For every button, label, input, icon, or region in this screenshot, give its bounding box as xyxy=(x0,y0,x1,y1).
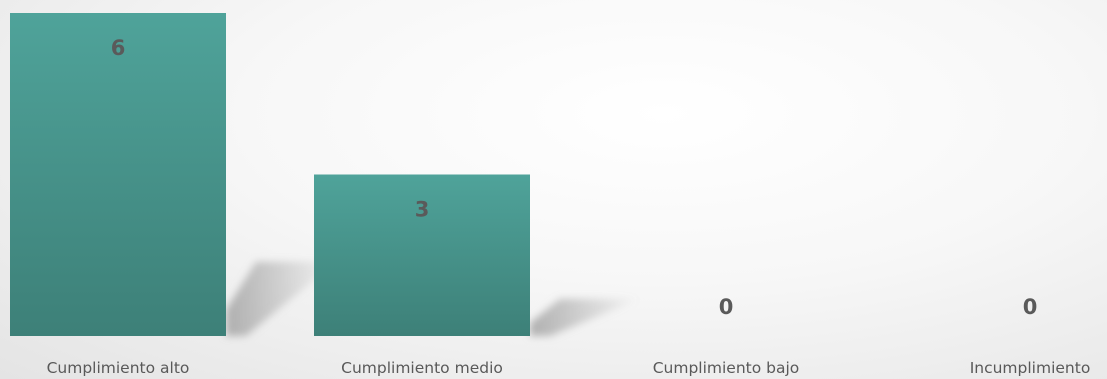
data-labels: 6 3 0 0 xyxy=(111,36,1038,319)
bar-shadow xyxy=(530,298,640,336)
category-label: Cumplimiento bajo xyxy=(653,359,800,377)
bar-shadow xyxy=(226,261,336,336)
data-label: 0 xyxy=(719,295,734,319)
bar xyxy=(314,174,530,336)
category-labels: Cumplimiento alto Cumplimiento medio Cumpl… xyxy=(47,359,1091,377)
bars xyxy=(10,13,530,336)
bar xyxy=(10,13,226,336)
data-label: 0 xyxy=(1023,295,1038,319)
category-label: Incumplimiento xyxy=(970,359,1091,377)
bar-shadows xyxy=(226,261,640,336)
data-label: 6 xyxy=(111,36,126,60)
data-label: 3 xyxy=(415,198,430,222)
category-label: Cumplimiento alto xyxy=(47,359,190,377)
category-label: Cumplimiento medio xyxy=(341,359,503,377)
